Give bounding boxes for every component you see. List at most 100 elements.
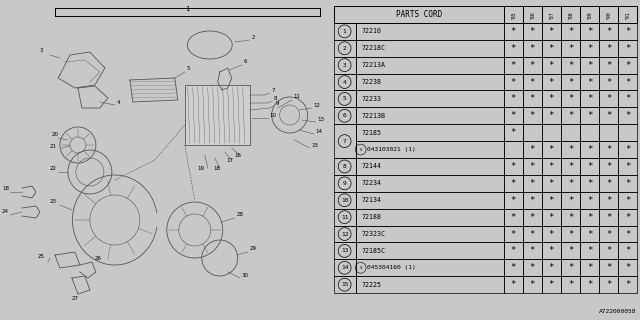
Text: 72185: 72185	[362, 130, 381, 136]
Bar	[523, 141, 542, 158]
Text: *: *	[530, 145, 535, 154]
Bar	[599, 209, 618, 226]
Text: 7: 7	[271, 88, 275, 93]
Text: *: *	[568, 196, 573, 205]
Text: *: *	[625, 60, 630, 70]
Text: *: *	[625, 77, 630, 86]
Bar	[504, 141, 523, 158]
Bar	[618, 259, 637, 276]
Bar	[523, 91, 542, 107]
Text: 72238: 72238	[362, 79, 381, 85]
Text: *: *	[530, 94, 535, 103]
Text: *: *	[606, 77, 611, 86]
Text: *: *	[587, 27, 592, 36]
Text: *: *	[568, 60, 573, 70]
Text: *: *	[568, 212, 573, 222]
Text: 14: 14	[341, 265, 348, 270]
Bar	[504, 226, 523, 243]
Text: 11: 11	[341, 215, 348, 220]
Text: *: *	[511, 94, 516, 103]
Bar	[561, 6, 580, 23]
Text: *: *	[568, 280, 573, 289]
Text: *: *	[625, 196, 630, 205]
Bar	[561, 226, 580, 243]
Text: *: *	[625, 145, 630, 154]
Text: 3: 3	[343, 63, 346, 68]
Bar	[561, 175, 580, 192]
Text: *: *	[625, 27, 630, 36]
Text: *: *	[530, 77, 535, 86]
Text: *: *	[587, 94, 592, 103]
Text: *: *	[511, 280, 516, 289]
Bar	[523, 57, 542, 74]
Bar	[542, 23, 561, 40]
Text: *: *	[511, 246, 516, 255]
Text: *: *	[548, 196, 554, 205]
Bar	[333, 124, 356, 158]
Bar	[333, 6, 504, 23]
Bar	[523, 158, 542, 175]
Text: *: *	[625, 179, 630, 188]
Text: *: *	[530, 27, 535, 36]
Bar	[504, 74, 523, 91]
Text: *: *	[511, 229, 516, 238]
Text: 15: 15	[312, 143, 319, 148]
Text: *: *	[625, 212, 630, 222]
Bar	[561, 107, 580, 124]
Text: 18: 18	[2, 186, 9, 191]
Text: *: *	[568, 162, 573, 171]
Text: 10: 10	[341, 198, 348, 203]
Bar	[599, 259, 618, 276]
Bar	[599, 107, 618, 124]
Bar	[599, 243, 618, 259]
Bar	[599, 6, 618, 23]
Bar	[356, 209, 504, 226]
Bar	[523, 209, 542, 226]
Text: 4: 4	[117, 100, 120, 105]
Text: 13: 13	[341, 248, 348, 253]
Bar	[504, 107, 523, 124]
Text: 17: 17	[227, 158, 234, 163]
Bar	[580, 158, 599, 175]
Text: 2: 2	[252, 35, 255, 40]
Bar	[618, 40, 637, 57]
Bar	[356, 23, 504, 40]
Bar	[580, 209, 599, 226]
Text: *: *	[625, 280, 630, 289]
Text: *: *	[511, 77, 516, 86]
Bar	[523, 40, 542, 57]
Bar	[333, 243, 356, 259]
Text: '86: '86	[530, 10, 535, 19]
Bar	[523, 226, 542, 243]
Text: *: *	[511, 263, 516, 272]
Text: '91: '91	[625, 10, 630, 19]
Text: 29: 29	[250, 246, 257, 251]
Bar	[599, 74, 618, 91]
Bar	[542, 175, 561, 192]
Bar	[618, 158, 637, 175]
Text: 25: 25	[38, 254, 45, 259]
Text: 24: 24	[2, 209, 9, 214]
Text: *: *	[548, 212, 554, 222]
Bar	[504, 57, 523, 74]
Bar	[542, 276, 561, 293]
Bar	[580, 141, 599, 158]
Text: 14: 14	[316, 129, 323, 134]
Bar	[561, 124, 580, 141]
Text: 23: 23	[50, 199, 57, 204]
Text: *: *	[606, 145, 611, 154]
Text: *: *	[548, 280, 554, 289]
Text: *: *	[606, 27, 611, 36]
Bar	[618, 276, 637, 293]
Bar	[542, 141, 561, 158]
Bar	[356, 226, 504, 243]
Text: 21: 21	[50, 144, 57, 149]
Bar	[356, 192, 504, 209]
Text: *: *	[511, 179, 516, 188]
Text: 22: 22	[50, 166, 57, 171]
Bar	[504, 175, 523, 192]
Text: *: *	[587, 280, 592, 289]
Bar	[542, 74, 561, 91]
Bar	[618, 124, 637, 141]
Bar	[333, 226, 356, 243]
